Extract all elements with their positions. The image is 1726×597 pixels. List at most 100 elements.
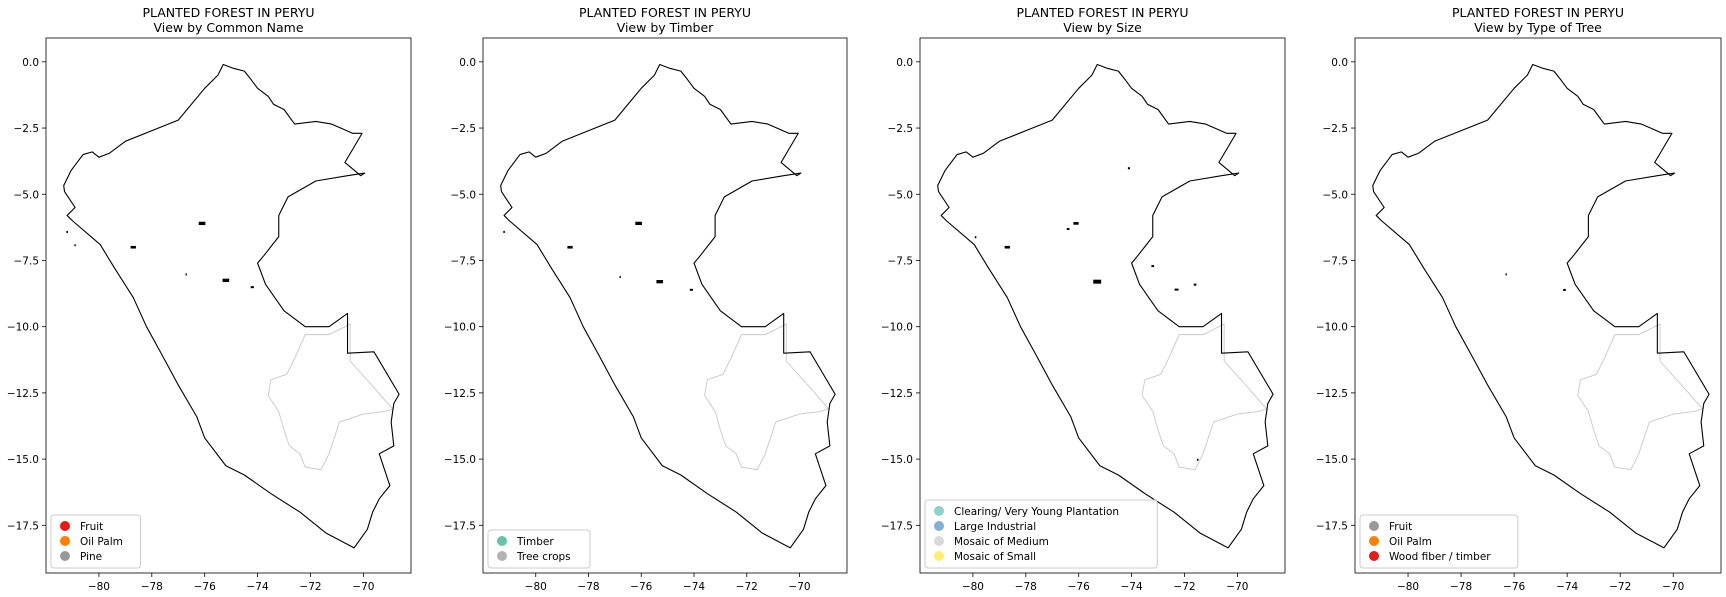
legend-marker xyxy=(497,551,507,561)
plantation-patch xyxy=(1193,283,1197,286)
legend-marker xyxy=(934,506,944,516)
legend-label: Tree crops xyxy=(516,551,571,563)
legend-marker xyxy=(1369,551,1379,561)
chart-subtitle: View by Type of Tree xyxy=(1474,20,1602,35)
legend: Timber Tree crops xyxy=(487,529,591,569)
legend: Clearing/ Very Young Plantation Large Ind… xyxy=(924,499,1158,569)
y-tick-label: −2.5 xyxy=(888,123,914,135)
x-tick-label: −78 xyxy=(141,581,163,593)
x-tick-label: −76 xyxy=(194,581,216,593)
legend-label: Clearing/ Very Young Plantation xyxy=(954,506,1119,518)
plantation-patch xyxy=(1004,245,1010,249)
legend-marker xyxy=(934,551,944,561)
y-tick-label: −15.0 xyxy=(444,454,476,466)
x-tick-label: −80 xyxy=(88,581,110,593)
x-tick-label: −74 xyxy=(1121,581,1143,593)
legend-marker xyxy=(60,521,70,531)
legend-label: Mosaic of Small xyxy=(954,551,1036,563)
y-tick-label: −10.0 xyxy=(1316,322,1348,334)
x-tick-label: −78 xyxy=(577,581,599,593)
x-tick-label: −80 xyxy=(962,581,984,593)
y-tick-label: −17.5 xyxy=(7,520,39,532)
plantation-patch xyxy=(1151,265,1155,268)
x-tick-label: −78 xyxy=(1450,581,1472,593)
y-tick-label: −2.5 xyxy=(1323,123,1349,135)
plantation-patch xyxy=(130,245,136,249)
y-tick-label: −7.5 xyxy=(14,255,40,267)
y-tick-label: −7.5 xyxy=(451,255,477,267)
y-tick-label: −12.5 xyxy=(881,388,913,400)
legend-box xyxy=(487,529,591,569)
country-outline xyxy=(937,63,1274,549)
plantation-patch xyxy=(1066,228,1070,231)
plantation-patch xyxy=(1174,288,1179,291)
legend-label: Pine xyxy=(80,551,102,563)
plantation-patch xyxy=(635,221,642,226)
x-tick-label: −78 xyxy=(1015,581,1037,593)
x-tick-label: −80 xyxy=(1397,581,1419,593)
x-tick-label: −74 xyxy=(247,581,269,593)
legend-marker xyxy=(1369,536,1379,546)
legend-marker xyxy=(60,536,70,546)
country-outline xyxy=(63,63,400,549)
legend-marker xyxy=(60,551,70,561)
x-tick-label: −74 xyxy=(683,581,705,593)
y-tick-label: −15.0 xyxy=(881,454,913,466)
legend-box xyxy=(50,514,142,569)
chart-title: PLANTED FOREST IN PERYU xyxy=(142,5,314,20)
plantation-patch xyxy=(619,276,621,279)
axes-frame xyxy=(1354,37,1722,574)
legend-label: Mosaic of Medium xyxy=(954,536,1049,548)
y-tick-label: 0.0 xyxy=(459,57,476,69)
legend-label: Oil Palm xyxy=(80,536,123,548)
y-tick-label: 0.0 xyxy=(1331,57,1348,69)
y-tick-label: 0.0 xyxy=(896,57,913,69)
y-tick-label: −15.0 xyxy=(7,454,39,466)
legend-label: Fruit xyxy=(1389,521,1412,533)
legend-label: Oil Palm xyxy=(1389,536,1432,548)
y-tick-label: −12.5 xyxy=(1316,388,1348,400)
axes-frame xyxy=(482,37,848,574)
x-tick-label: −72 xyxy=(299,581,321,593)
x-tick-label: −76 xyxy=(1503,581,1525,593)
chart-subtitle: View by Size xyxy=(1063,20,1142,35)
x-tick-label: −70 xyxy=(1662,581,1684,593)
y-tick-label: −15.0 xyxy=(1316,454,1348,466)
legend: Fruit Oil Palm Pine xyxy=(50,514,142,569)
legend-label: Large Industrial xyxy=(954,521,1036,533)
y-tick-label: −10.0 xyxy=(444,322,476,334)
x-tick-label: −72 xyxy=(1609,581,1631,593)
axes-frame xyxy=(45,37,412,574)
y-tick-label: −5.0 xyxy=(451,189,477,201)
legend-marker xyxy=(934,521,944,531)
y-tick-label: −17.5 xyxy=(444,520,476,532)
y-tick-label: 0.0 xyxy=(22,57,39,69)
plantation-patch xyxy=(567,245,573,249)
x-tick-label: −80 xyxy=(525,581,547,593)
legend: Fruit Oil Palm Wood fiber / timber xyxy=(1359,514,1519,569)
y-tick-label: −7.5 xyxy=(1323,255,1349,267)
legend-box xyxy=(1359,514,1519,569)
y-tick-label: −5.0 xyxy=(14,189,40,201)
plantation-patch xyxy=(689,288,693,291)
x-tick-label: −70 xyxy=(352,581,374,593)
plantation-patch xyxy=(1505,273,1507,276)
x-tick-label: −70 xyxy=(1226,581,1248,593)
chart-title: PLANTED FOREST IN PERYU xyxy=(1452,5,1624,20)
plantation-patch xyxy=(66,230,68,233)
y-tick-label: −5.0 xyxy=(1323,189,1349,201)
chart-title: PLANTED FOREST IN PERYU xyxy=(1016,5,1188,20)
axes-frame xyxy=(919,37,1286,574)
plantation-patch xyxy=(974,236,977,239)
y-tick-label: −10.0 xyxy=(7,322,39,334)
x-tick-label: −74 xyxy=(1556,581,1578,593)
legend-marker xyxy=(1369,521,1379,531)
y-tick-label: −2.5 xyxy=(14,123,40,135)
plantation-patch xyxy=(1073,222,1079,225)
x-tick-label: −70 xyxy=(788,581,810,593)
plantation-patch xyxy=(74,244,76,247)
